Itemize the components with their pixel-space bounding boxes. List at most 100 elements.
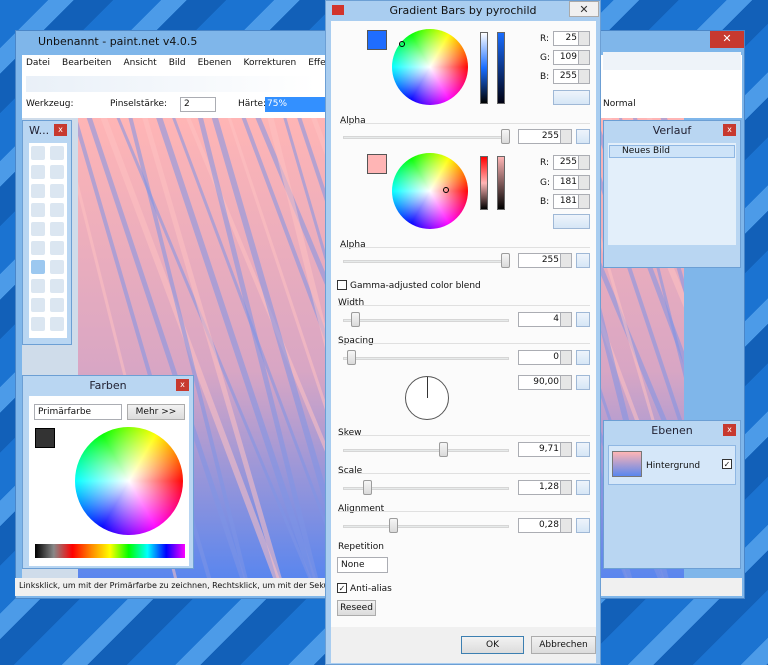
- color-wheel[interactable]: [75, 427, 183, 535]
- tool-icon[interactable]: [50, 298, 64, 312]
- reset-button[interactable]: [576, 253, 590, 268]
- channel-value[interactable]: 255: [553, 155, 590, 170]
- spinner[interactable]: [578, 156, 589, 169]
- spinner[interactable]: [560, 481, 571, 494]
- slider-track[interactable]: [343, 525, 509, 528]
- spinner[interactable]: [578, 195, 589, 208]
- menu-item[interactable]: Ebenen: [197, 58, 232, 68]
- channel-value[interactable]: 181: [553, 194, 590, 209]
- channel-value[interactable]: 181: [553, 175, 590, 190]
- spinner[interactable]: [578, 51, 589, 64]
- blend-mode[interactable]: Normal: [603, 99, 636, 109]
- reset-button[interactable]: [576, 312, 590, 327]
- reseed-button[interactable]: Reseed: [337, 600, 376, 616]
- tool-icon[interactable]: [50, 184, 64, 198]
- spinner[interactable]: [560, 376, 571, 389]
- slider-thumb[interactable]: [363, 480, 372, 495]
- menu-item[interactable]: Effekte: [308, 58, 340, 72]
- channel-value[interactable]: 109: [553, 50, 590, 65]
- slider-thumb[interactable]: [439, 442, 448, 457]
- spinner[interactable]: [560, 351, 571, 364]
- close-button[interactable]: ✕: [710, 31, 744, 48]
- tool-icon[interactable]: [50, 260, 64, 274]
- close-button[interactable]: x: [723, 124, 736, 136]
- slider-track[interactable]: [343, 357, 509, 360]
- primary-color[interactable]: [35, 428, 55, 448]
- slider-track[interactable]: [343, 449, 509, 452]
- close-button[interactable]: x: [723, 424, 736, 436]
- control-value[interactable]: 1,28: [518, 480, 572, 495]
- slider-track[interactable]: [343, 260, 509, 263]
- tool-icon[interactable]: [31, 241, 45, 255]
- close-button[interactable]: ✕: [569, 1, 599, 17]
- spinner[interactable]: [578, 32, 589, 45]
- slider-thumb[interactable]: [501, 129, 510, 144]
- tool-icon[interactable]: [31, 279, 45, 293]
- checkbox[interactable]: [337, 280, 347, 290]
- history-item[interactable]: Neues Bild: [609, 145, 735, 158]
- menu-item[interactable]: Ansicht: [123, 58, 157, 68]
- tool-icon[interactable]: [31, 146, 45, 160]
- slider-track[interactable]: [343, 487, 509, 490]
- spinner[interactable]: [578, 176, 589, 189]
- wheel-handle[interactable]: [399, 41, 405, 47]
- tool-icon[interactable]: [50, 317, 64, 331]
- color-swatch[interactable]: [367, 30, 387, 50]
- slider-thumb[interactable]: [501, 253, 510, 268]
- repetition-select[interactable]: None: [337, 557, 388, 573]
- close-button[interactable]: x: [176, 379, 189, 391]
- tool-icon[interactable]: [31, 317, 45, 331]
- control-value[interactable]: 0,28: [518, 518, 572, 533]
- tool-icon[interactable]: [50, 222, 64, 236]
- hardness-value[interactable]: 75%: [265, 97, 325, 112]
- reset-button[interactable]: [576, 375, 590, 390]
- spinner[interactable]: [560, 130, 571, 143]
- tool-icon[interactable]: [31, 184, 45, 198]
- slider-thumb[interactable]: [351, 312, 360, 327]
- control-value[interactable]: 4: [518, 312, 572, 327]
- reset-button[interactable]: [576, 480, 590, 495]
- reset-button[interactable]: [576, 350, 590, 365]
- alpha-bar[interactable]: [497, 32, 505, 104]
- wheel-handle[interactable]: [443, 187, 449, 193]
- alpha-bar[interactable]: [497, 156, 505, 210]
- checkbox[interactable]: ✓: [337, 583, 347, 593]
- reset-button[interactable]: [553, 214, 590, 229]
- more-button[interactable]: Mehr >>: [127, 404, 185, 420]
- tool-icon[interactable]: [31, 203, 45, 217]
- tool-icon[interactable]: [31, 165, 45, 179]
- control-value[interactable]: 9,71: [518, 442, 572, 457]
- channel-value[interactable]: 25: [553, 31, 590, 46]
- gamma-label[interactable]: Gamma-adjusted color blend: [350, 281, 481, 291]
- layer-visible[interactable]: ✓: [722, 459, 732, 469]
- tool-icon[interactable]: [31, 222, 45, 236]
- value-bar[interactable]: [480, 32, 488, 104]
- reset-button[interactable]: [576, 518, 590, 533]
- angle-value[interactable]: 90,00: [518, 375, 572, 390]
- spinner[interactable]: [560, 443, 571, 456]
- reset-button[interactable]: [576, 129, 590, 144]
- reset-button[interactable]: [553, 90, 590, 105]
- menu-item[interactable]: Bearbeiten: [62, 58, 112, 68]
- menu-item[interactable]: Korrekturen: [243, 58, 297, 68]
- cancel-button[interactable]: Abbrechen: [531, 636, 596, 654]
- color-wheel[interactable]: [392, 153, 468, 229]
- close-button[interactable]: x: [54, 124, 67, 136]
- reset-button[interactable]: [576, 442, 590, 457]
- value-bar[interactable]: [480, 156, 488, 210]
- tool-icon[interactable]: [50, 203, 64, 217]
- tool-icon[interactable]: [50, 165, 64, 179]
- spinner[interactable]: [578, 70, 589, 83]
- slider-thumb[interactable]: [347, 350, 356, 365]
- slider-track[interactable]: [343, 319, 509, 322]
- palette[interactable]: [35, 544, 185, 558]
- tool-icon[interactable]: [50, 146, 64, 160]
- ok-button[interactable]: OK: [461, 636, 524, 654]
- menu-item[interactable]: Datei: [26, 58, 51, 68]
- alpha-value[interactable]: 255: [518, 129, 572, 144]
- menu-item[interactable]: Bild: [168, 58, 186, 68]
- tool-icon[interactable]: [50, 241, 64, 255]
- tool-icon[interactable]: [50, 279, 64, 293]
- tool-icon[interactable]: [31, 260, 45, 274]
- slider-track[interactable]: [343, 136, 509, 139]
